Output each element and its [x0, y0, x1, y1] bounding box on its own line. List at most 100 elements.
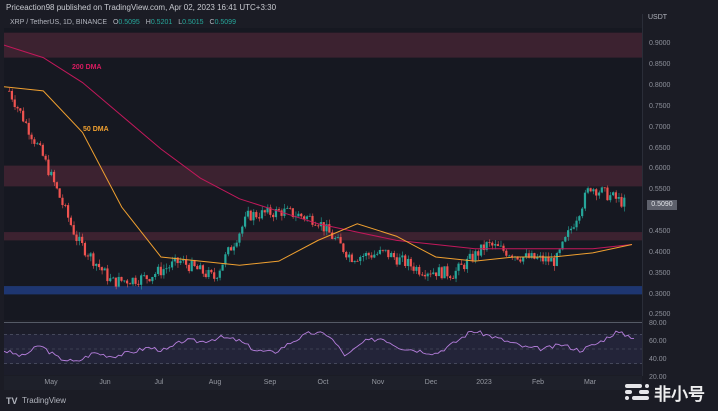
- candle: [33, 137, 36, 147]
- candle: [463, 263, 466, 272]
- time-label: Aug: [208, 379, 222, 386]
- time-label: Sep: [263, 379, 277, 386]
- candle: [311, 213, 314, 228]
- candle: [592, 187, 595, 195]
- candle: [266, 204, 269, 215]
- candle: [454, 267, 457, 283]
- time-label: May: [44, 379, 58, 386]
- time-label: Jun: [99, 379, 111, 386]
- price-chart-canvas[interactable]: 200 DMA 50 DMA: [3, 28, 642, 320]
- candle: [224, 252, 227, 268]
- candle: [345, 250, 348, 260]
- candle: [350, 252, 353, 263]
- rsi-canvas[interactable]: [3, 323, 642, 375]
- candle: [373, 250, 376, 259]
- candle: [288, 206, 292, 210]
- candle: [418, 264, 421, 277]
- candle: [555, 251, 558, 267]
- candle: [308, 213, 311, 217]
- candle: [401, 251, 404, 263]
- candle: [581, 206, 584, 219]
- candle: [547, 252, 550, 266]
- candle: [291, 208, 294, 219]
- candle: [125, 279, 129, 288]
- ohlc-close-key: C: [209, 19, 215, 26]
- candle: [317, 223, 320, 229]
- candle: [55, 181, 58, 190]
- time-label: Feb: [531, 379, 545, 386]
- candle: [336, 234, 339, 239]
- candle: [72, 221, 75, 236]
- candle: [201, 264, 205, 277]
- candle: [128, 282, 131, 285]
- candle: [339, 233, 342, 244]
- symbol-legend: XRP / TetherUS, 1D, BINANCE O0.5095 H0.5…: [10, 19, 236, 26]
- candle: [66, 202, 70, 222]
- candle: [69, 215, 73, 227]
- candle: [156, 264, 160, 277]
- rsi-pane[interactable]: [3, 322, 642, 375]
- candle: [86, 253, 89, 260]
- time-axis[interactable]: May Jun Jul Aug Sep Oct Nov Dec 2023 Feb…: [4, 376, 642, 390]
- candle: [44, 154, 47, 162]
- price-tick: 0.4000: [649, 249, 671, 256]
- candle: [134, 275, 137, 286]
- candle: [235, 239, 238, 248]
- candle: [415, 265, 418, 274]
- candle: [370, 252, 373, 260]
- candle: [64, 203, 67, 208]
- rsi-tick: 40.00: [649, 356, 667, 363]
- candle: [488, 239, 491, 247]
- candle: [533, 252, 536, 260]
- candle: [460, 260, 463, 265]
- candle: [440, 266, 443, 280]
- candle: [359, 255, 362, 266]
- candle: [190, 257, 193, 272]
- candle: [353, 260, 356, 264]
- candle: [10, 88, 14, 103]
- candle: [519, 256, 522, 264]
- candle: [409, 257, 412, 271]
- candle: [620, 193, 623, 209]
- candle: [606, 185, 609, 201]
- price-axis[interactable]: USDT 0.9000 0.8500 0.8000 0.7500 0.7000 …: [642, 14, 718, 320]
- candle: [623, 194, 626, 212]
- 200-dma-line: [3, 44, 633, 250]
- candle: [154, 272, 157, 280]
- candle: [187, 262, 190, 274]
- candle: [390, 251, 393, 258]
- candle: [81, 233, 84, 246]
- candle: [586, 186, 589, 195]
- candle: [19, 107, 22, 114]
- candle: [392, 250, 396, 260]
- price-tick: 0.4500: [649, 228, 671, 235]
- candle: [255, 210, 258, 219]
- symbol-info[interactable]: XRP / TetherUS, 1D, BINANCE: [10, 19, 107, 26]
- watermark-logo-icon: [625, 383, 651, 401]
- candle: [575, 216, 578, 231]
- candle: [263, 209, 266, 216]
- candle: [170, 256, 174, 271]
- ohlc-open-value: 0.5095: [118, 19, 140, 26]
- candle: [140, 273, 143, 290]
- candle: [465, 255, 469, 273]
- candle: [114, 277, 117, 290]
- candle: [215, 277, 219, 282]
- time-label: Nov: [371, 379, 385, 386]
- candle: [398, 253, 401, 265]
- candle: [614, 190, 617, 203]
- price-chart[interactable]: 200 DMA 50 DMA: [3, 28, 642, 320]
- candle: [381, 249, 384, 253]
- price-tick: 0.8000: [649, 82, 671, 89]
- rsi-axis[interactable]: 80.00 60.00 40.00 20.00: [642, 320, 718, 381]
- candle: [151, 276, 154, 285]
- candle: [8, 88, 11, 92]
- candle: [92, 251, 95, 269]
- tradingview-brand[interactable]: TradingView: [22, 396, 67, 405]
- price-tick: 0.8500: [649, 61, 671, 68]
- candle: [41, 143, 44, 157]
- tradingview-logo-icon[interactable]: TV: [6, 396, 18, 406]
- candle: [491, 241, 494, 250]
- candle: [272, 212, 275, 222]
- candle: [213, 267, 216, 282]
